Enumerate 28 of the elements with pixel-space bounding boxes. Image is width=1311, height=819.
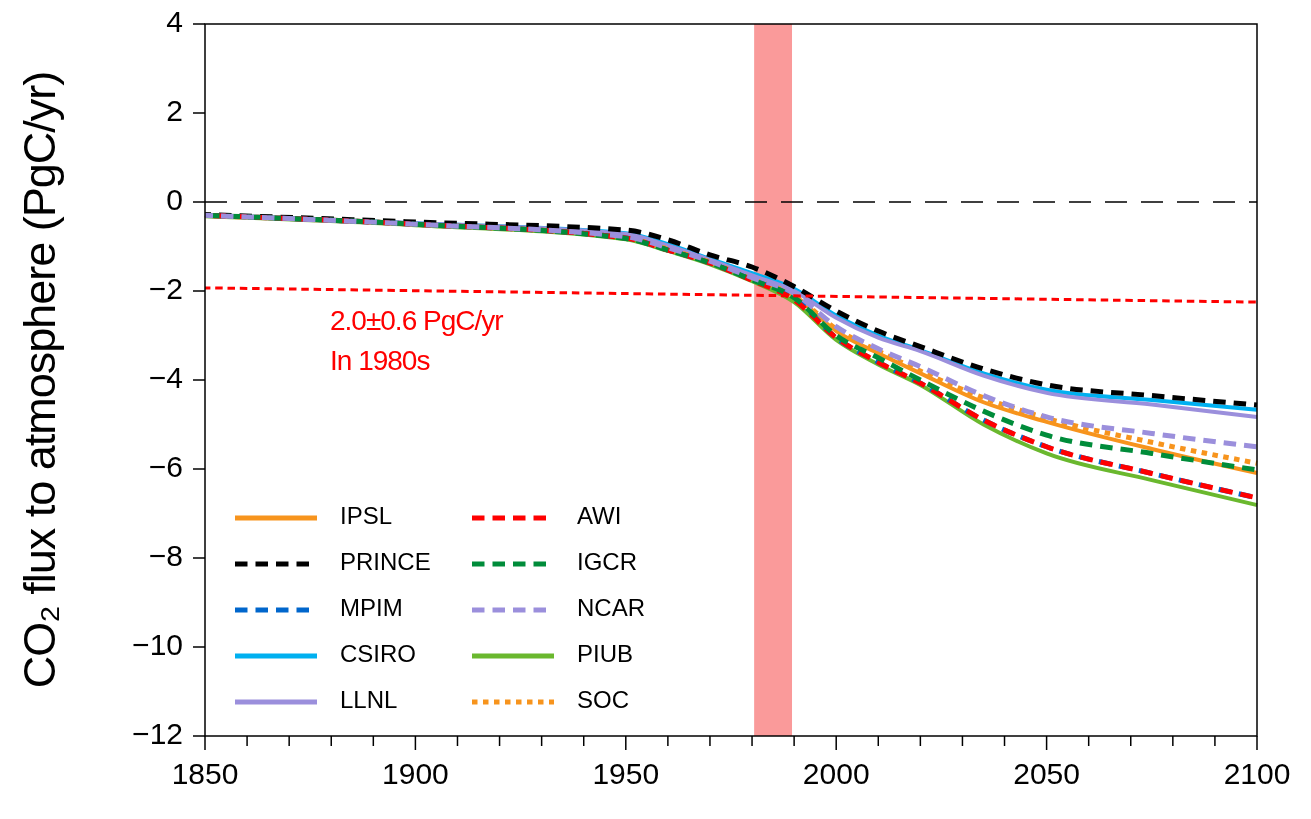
x-tick-label: 2100	[1223, 757, 1291, 790]
legend-label: IPSL	[340, 502, 393, 530]
y-tick-label: 4	[166, 4, 183, 38]
x-tick-label: 2000	[802, 757, 870, 790]
y-tick-label: −8	[148, 538, 183, 572]
y-tick-label: 2	[166, 93, 183, 127]
annotation: 2.0±0.6 PgC/yr	[330, 305, 504, 337]
legend-label: PRINCE	[340, 548, 431, 576]
y-tick-label: −6	[148, 449, 183, 483]
y-tick-label: −12	[132, 716, 183, 750]
x-tick-label: 1850	[171, 757, 239, 790]
legend-label: PIUB	[577, 640, 634, 668]
legend-label: MPIM	[340, 594, 403, 622]
y-tick-label: −4	[148, 360, 183, 394]
annotation: In 1980s	[330, 345, 430, 377]
legend-label: AWI	[577, 502, 622, 530]
x-tick-label: 1950	[592, 757, 660, 790]
y-tick-label: −10	[132, 627, 183, 661]
x-tick-label: 2050	[1013, 757, 1080, 790]
legend-label: SOC	[577, 686, 630, 714]
legend-label: LLNL	[340, 686, 398, 714]
y-tick-label: −2	[148, 271, 183, 305]
x-tick-label: 1900	[382, 757, 449, 790]
y-axis-title: CO₂ flux to atmosphere (PgC/yr)	[14, 71, 65, 689]
legend-label: CSIRO	[340, 640, 417, 668]
legend-label: NCAR	[577, 594, 646, 622]
y-tick-label: 0	[166, 182, 183, 216]
legend-label: IGCR	[577, 548, 637, 576]
